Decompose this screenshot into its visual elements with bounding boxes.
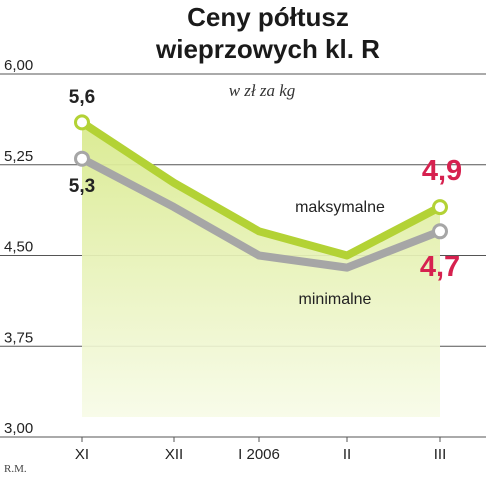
- x-tick-label: III: [434, 446, 447, 463]
- data-label-max-iii: 4,9: [422, 155, 462, 187]
- data-label-min-xi: 5,3: [69, 176, 95, 197]
- data-label-min-iii: 4,7: [420, 251, 460, 283]
- y-tick-label: 3,75: [4, 329, 33, 346]
- chart-title-line1: Ceny półtusz: [187, 2, 349, 32]
- y-tick-label: 3,00: [4, 420, 33, 437]
- chart-title-line2: wieprzowych kl. R: [155, 34, 380, 64]
- area-fill: [82, 122, 440, 418]
- series-point-minimalne: [432, 223, 448, 240]
- y-tick-label: 6,00: [4, 57, 33, 74]
- series-label-maksymalne: maksymalne: [295, 199, 385, 216]
- series-point-maksymalne: [432, 199, 448, 216]
- credit: R.M.: [4, 463, 27, 475]
- data-label-max-xi: 5,6: [69, 87, 95, 108]
- series-line-minimalne: [78, 154, 444, 272]
- unit-label: w zł za kg: [229, 81, 296, 100]
- series-point-maksymalne: [74, 114, 90, 131]
- x-tick-label: XII: [165, 446, 183, 463]
- x-tick-label: XI: [75, 446, 89, 463]
- area-under-max: [82, 122, 440, 418]
- y-tick-label: 5,25: [4, 148, 33, 165]
- y-tick-label: 4,50: [4, 239, 33, 256]
- series-lines: [74, 114, 448, 272]
- series-point-minimalne: [74, 150, 90, 167]
- x-tick-label: I 2006: [238, 446, 280, 463]
- series-label-minimalne: minimalne: [299, 291, 372, 308]
- x-tick-label: II: [343, 446, 351, 463]
- series-line-maksymalne: [78, 118, 444, 260]
